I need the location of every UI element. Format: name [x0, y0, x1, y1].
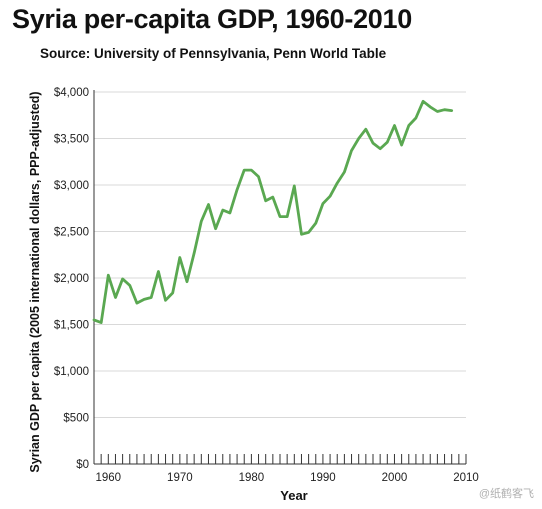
chart-subtitle: Source: University of Pennsylvania, Penn…	[40, 46, 387, 61]
y-tick-label: $1,500	[54, 320, 89, 332]
y-tick-label: $2,500	[54, 227, 89, 239]
y-tick-label: $2,000	[54, 273, 89, 285]
y-tick-label: $4,000	[54, 87, 89, 99]
x-tick-label: 2010	[453, 472, 479, 484]
x-ticks: 1960 1970 1980 1990 2000 2010	[93, 454, 479, 484]
series	[92, 99, 454, 325]
y-tick-label: $3,500	[54, 134, 89, 146]
x-tick-label: 2000	[382, 472, 408, 484]
y-tick-label: $3,000	[54, 180, 89, 192]
series-line	[92, 99, 454, 325]
x-axis-label: Year	[280, 488, 308, 503]
chart-title: Syria per-capita GDP, 1960-2010	[12, 4, 412, 34]
watermark: @纸鹤客飞	[478, 488, 534, 500]
y-ticks: $0 $500 $1,000 $1,500 $2,000 $2,500 $3,000 $3,5…	[54, 87, 89, 471]
x-tick-label: 1960	[96, 472, 122, 484]
y-tick-label: $500	[63, 413, 89, 425]
axes	[93, 90, 466, 465]
x-tick-label: 1990	[310, 472, 336, 484]
x-tick-label: 1970	[167, 472, 193, 484]
y-tick-label: $0	[76, 459, 89, 471]
y-tick-label: $1,000	[54, 366, 89, 378]
x-tick-label: 1980	[239, 472, 265, 484]
grid	[94, 91, 466, 418]
